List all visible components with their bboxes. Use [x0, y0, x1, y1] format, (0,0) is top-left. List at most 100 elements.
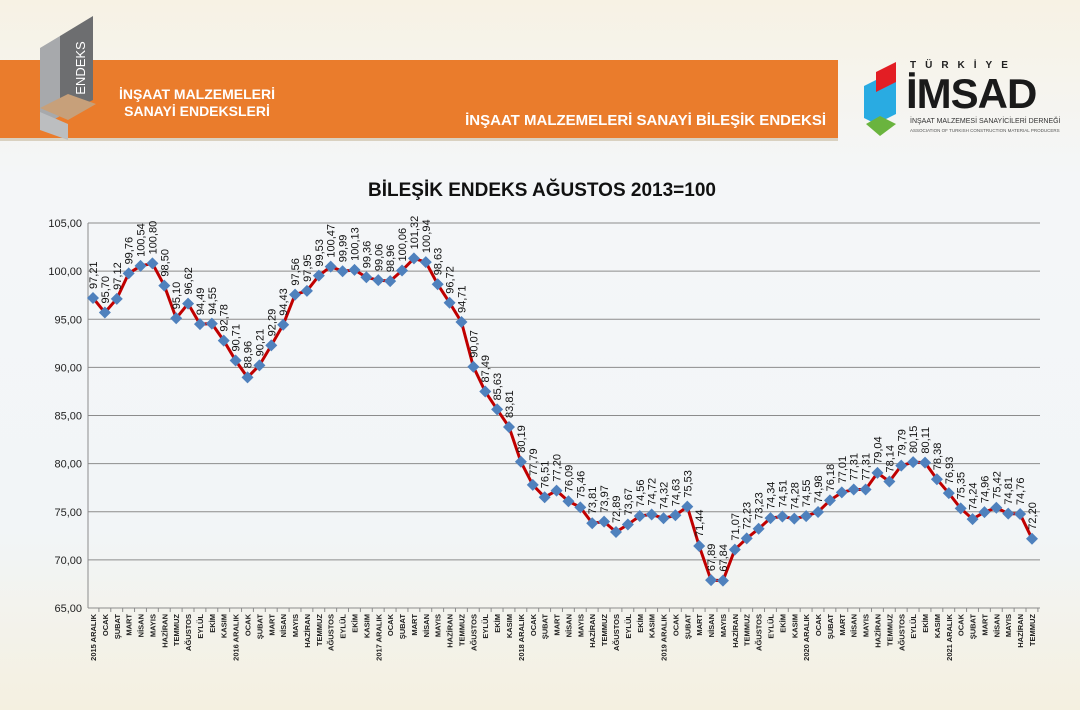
y-tick-label: 85,00: [54, 411, 82, 423]
x-tick-label: NİSAN: [422, 614, 431, 637]
y-tick-label: 75,00: [54, 507, 82, 519]
data-label: 77,01: [837, 456, 849, 484]
data-label: 73,81: [587, 487, 599, 515]
data-point: [681, 500, 694, 513]
x-tick-label: AĞUSTOS: [327, 614, 336, 651]
data-label: 99,06: [373, 244, 385, 272]
data-label: 77,20: [552, 454, 564, 482]
x-tick-label: TEMMUZ: [315, 614, 324, 646]
data-point: [847, 483, 860, 496]
data-label: 75,46: [575, 471, 587, 499]
data-point: [217, 334, 230, 347]
data-point: [823, 494, 836, 507]
data-label: 94,43: [278, 288, 290, 316]
data-label: 99,99: [338, 235, 350, 263]
data-label: 99,53: [314, 239, 326, 267]
left-title-line1: İNŞAAT MALZEMELERİ: [118, 86, 276, 102]
data-label: 76,18: [825, 464, 837, 492]
x-tick-label: OCAK: [529, 613, 538, 636]
data-point: [479, 385, 492, 398]
x-tick-label: NİSAN: [992, 614, 1001, 637]
x-tick-label: HAZİRAN: [303, 614, 312, 648]
x-tick-label: TEMMUZ: [172, 614, 181, 646]
x-tick-label: ŞUBAT: [683, 614, 692, 640]
data-point: [467, 360, 480, 373]
data-point: [205, 317, 218, 330]
data-point: [930, 473, 943, 486]
data-label: 97,95: [302, 254, 314, 282]
x-tick-label: MAYIS: [291, 614, 300, 637]
imsad-logo-icon: [864, 62, 896, 136]
x-tick-label: 2015 ARALIK: [89, 613, 98, 660]
x-tick-label: OCAK: [957, 613, 966, 636]
data-point: [241, 371, 254, 384]
x-tick-label: KASIM: [220, 614, 229, 638]
data-label: 74,51: [777, 480, 789, 508]
x-tick-label: KASIM: [648, 614, 657, 638]
data-point: [657, 512, 670, 525]
x-tick-label: NİSAN: [850, 614, 859, 637]
data-point: [574, 501, 587, 514]
x-tick-label: AĞUSTOS: [755, 614, 764, 651]
data-label: 77,31: [861, 453, 873, 481]
x-tick-label: MART: [267, 614, 276, 636]
data-label: 72,23: [742, 502, 754, 530]
data-label: 99,76: [124, 237, 136, 265]
data-point: [907, 456, 920, 469]
data-label: 95,10: [171, 282, 183, 310]
x-tick-label: EYLÜL: [481, 614, 490, 639]
data-label: 76,51: [540, 461, 552, 489]
x-tick-label: EKİM: [636, 614, 645, 633]
y-tick-label: 100,00: [48, 266, 82, 278]
data-point: [693, 540, 706, 553]
x-tick-label: KASIM: [505, 614, 514, 638]
data-point: [348, 263, 361, 276]
x-tick-label: MART: [553, 614, 562, 636]
data-point: [110, 292, 123, 305]
data-point: [443, 296, 456, 309]
brand-subtitle-en: ASSOCIATION OF TURKISH CONSTRUCTION MATE…: [910, 128, 1060, 133]
data-point: [859, 483, 872, 496]
x-tick-label: KASIM: [933, 614, 942, 638]
x-tick-label: OCAK: [244, 613, 253, 636]
data-label: 72,20: [1027, 502, 1039, 530]
x-tick-label: NİSAN: [707, 614, 716, 637]
x-tick-label: EKİM: [778, 614, 787, 633]
x-tick-label: HAZİRAN: [588, 614, 597, 648]
data-point: [526, 478, 539, 491]
x-tick-label: HAZİRAN: [446, 614, 455, 648]
x-tick-label: EKİM: [350, 614, 359, 633]
y-tick-label: 95,00: [54, 314, 82, 326]
logo-text: ENDEKS: [73, 41, 88, 95]
x-tick-label: MART: [980, 614, 989, 636]
data-label: 94,55: [207, 287, 219, 315]
data-point: [776, 510, 789, 523]
data-point: [384, 275, 397, 288]
data-label: 97,56: [290, 258, 302, 286]
data-point: [300, 284, 313, 297]
data-label: 100,80: [147, 221, 159, 255]
data-point: [229, 354, 242, 367]
data-label: 74,76: [1015, 478, 1027, 506]
data-label: 98,63: [433, 248, 445, 276]
x-tick-label: AĞUSTOS: [184, 614, 193, 651]
data-point: [764, 512, 777, 525]
data-point: [978, 506, 991, 519]
data-point: [289, 288, 302, 301]
x-tick-label: 2020 ARALIK: [802, 613, 811, 660]
data-label: 99,36: [361, 241, 373, 269]
data-point: [170, 312, 183, 325]
data-label: 78,38: [932, 443, 944, 471]
data-point: [919, 456, 932, 469]
data-point: [550, 484, 563, 497]
data-label: 100,47: [326, 224, 338, 258]
x-tick-label: ŞUBAT: [541, 614, 550, 640]
data-point: [514, 455, 527, 468]
x-tick-label: EYLÜL: [196, 614, 205, 639]
x-tick-label: HAZİRAN: [873, 614, 882, 648]
x-tick-label: 2019 ARALIK: [660, 613, 669, 660]
data-point: [193, 318, 206, 331]
data-label: 90,21: [254, 329, 266, 357]
x-tick-label: OCAK: [814, 613, 823, 636]
data-label: 85,63: [492, 373, 504, 401]
